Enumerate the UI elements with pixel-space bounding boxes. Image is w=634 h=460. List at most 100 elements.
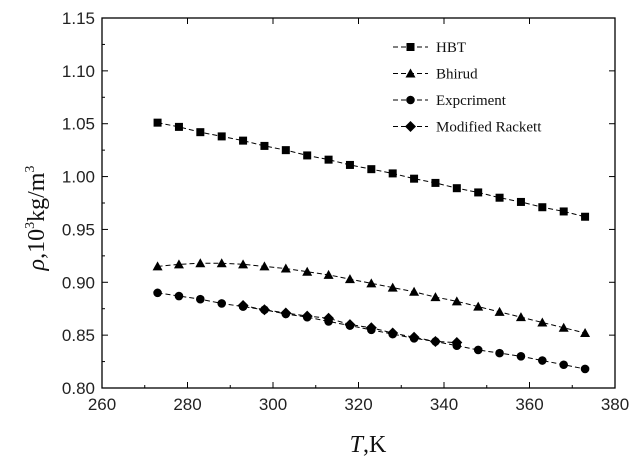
data-point [431, 178, 440, 187]
data-point [323, 269, 334, 279]
y-tick-label: 0.85 [62, 326, 95, 345]
legend: HBT Bhirud Expcriment Modified Rackett [393, 40, 542, 136]
data-point [238, 259, 249, 269]
y-tick-label: 0.80 [62, 379, 95, 398]
data-point [174, 122, 183, 131]
plot-frame [101, 17, 616, 389]
data-point [366, 278, 377, 288]
legend-item: Expcriment [393, 93, 507, 109]
legend-marker [406, 95, 415, 105]
x-tick-label: 380 [601, 395, 629, 414]
data-point [581, 212, 590, 221]
data-point [303, 151, 312, 160]
data-point [558, 322, 569, 332]
data-point [302, 266, 313, 276]
data-point [323, 312, 335, 324]
data-point [538, 356, 547, 365]
data-point [195, 258, 206, 268]
data-point [580, 364, 590, 374]
y-axis-title: ρ,103kg/m3 [23, 166, 50, 272]
data-point [196, 294, 205, 304]
data-point [473, 301, 484, 311]
legend-marker [405, 121, 416, 132]
x-tick-label: 340 [430, 395, 458, 414]
data-point [367, 165, 376, 174]
legend-label: Bhirud [436, 67, 478, 83]
data-point [559, 207, 568, 216]
data-point [216, 258, 227, 268]
data-point [237, 300, 249, 312]
data-point [344, 274, 355, 284]
data-point [495, 193, 504, 202]
series-square [153, 118, 590, 221]
data-point [474, 188, 483, 197]
data-point [537, 317, 548, 327]
y-tick-label: 0.95 [62, 220, 95, 239]
legend-item: Modified Rackett [393, 120, 542, 136]
legend-label: Expcriment [436, 93, 507, 109]
legend-marker [406, 43, 415, 51]
x-tick-label: 260 [88, 395, 116, 414]
data-point [260, 141, 269, 150]
data-point [451, 296, 462, 306]
data-point [324, 155, 333, 164]
x-tick-label: 280 [173, 395, 201, 414]
data-point [451, 337, 463, 349]
data-point [217, 299, 226, 308]
data-point [559, 360, 568, 370]
data-point [410, 174, 419, 183]
x-axis-title: T,K [350, 432, 387, 458]
data-point [152, 261, 163, 271]
data-point [516, 197, 525, 206]
data-point [153, 288, 162, 298]
data-point [538, 203, 547, 212]
series-diamond [237, 300, 463, 349]
legend-item: HBT [393, 40, 466, 56]
data-point [408, 331, 420, 343]
legend-label: HBT [436, 40, 466, 56]
data-point [259, 261, 270, 271]
data-point [387, 327, 399, 339]
data-point [217, 132, 226, 141]
data-point [196, 128, 205, 137]
x-tick-label: 320 [344, 395, 372, 414]
legend-item: Bhirud [393, 67, 478, 83]
data-point [409, 286, 420, 296]
series-layer [152, 118, 591, 374]
data-point [280, 263, 291, 273]
data-point [239, 136, 248, 145]
data-point [365, 322, 377, 334]
axes: 260 280 300 320 340 360 380 0.80 0.85 0.90 0.95 1.0… [62, 9, 629, 414]
data-point [345, 160, 354, 169]
data-point [429, 335, 441, 347]
data-point [173, 259, 184, 269]
data-point [515, 312, 526, 322]
series-line [157, 262, 586, 334]
legend-label: Modified Rackett [436, 120, 542, 136]
data-point [280, 307, 292, 319]
data-point [387, 282, 398, 292]
y-tick-label: 1.10 [62, 62, 95, 81]
data-point [388, 169, 397, 178]
data-point [344, 319, 356, 331]
x-tick-label: 300 [259, 395, 287, 414]
data-point [580, 328, 591, 338]
data-point [301, 310, 313, 322]
data-point [258, 304, 270, 316]
series-triangle [152, 258, 591, 338]
data-point [473, 345, 483, 355]
data-point [153, 118, 162, 127]
data-point [174, 291, 184, 301]
y-tick-label: 1.05 [62, 115, 95, 134]
data-point [281, 146, 290, 155]
y-tick-label: 1.00 [62, 168, 95, 187]
data-point [516, 351, 526, 361]
data-point [452, 184, 461, 193]
data-point [430, 292, 441, 302]
data-point [494, 306, 505, 316]
x-tick-label: 360 [515, 395, 543, 414]
y-tick-label: 1.15 [62, 9, 95, 28]
y-tick-label: 0.90 [62, 273, 95, 292]
